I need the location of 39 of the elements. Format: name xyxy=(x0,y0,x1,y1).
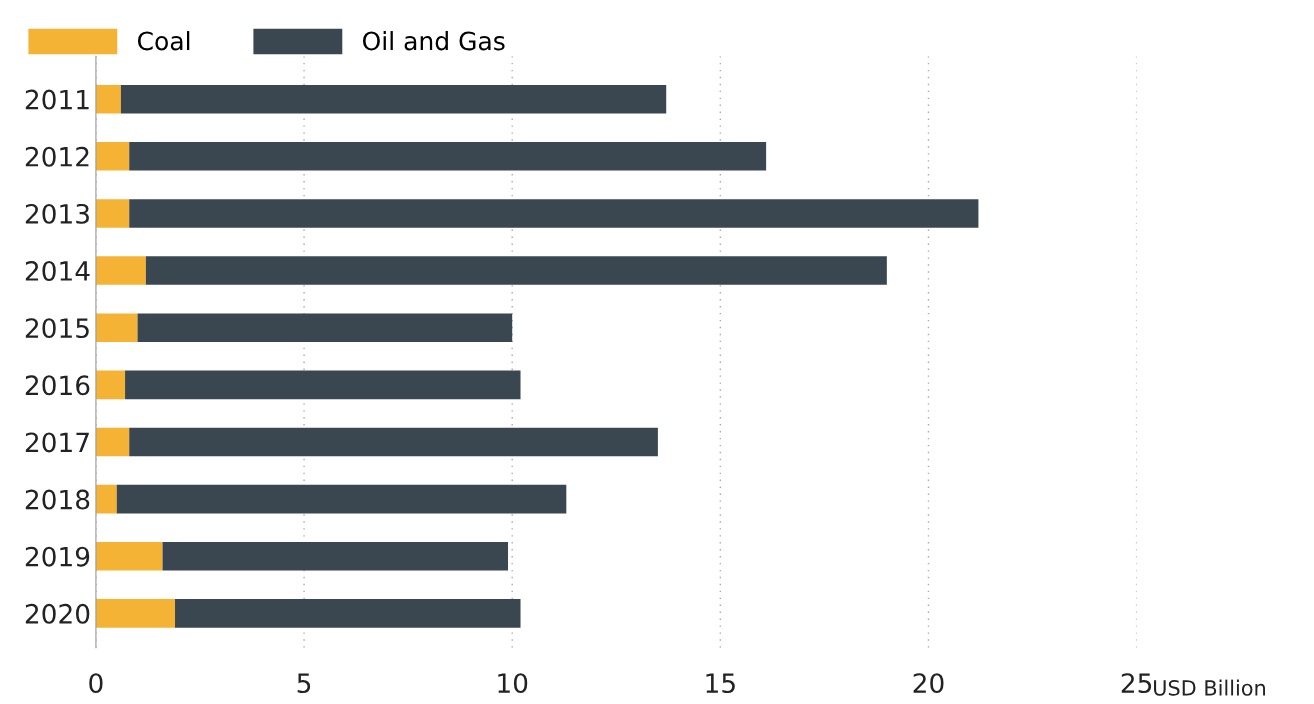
bar xyxy=(175,599,521,628)
x-tick-label: 20 xyxy=(913,673,944,694)
bar xyxy=(137,313,513,342)
bar xyxy=(95,541,163,571)
bar xyxy=(129,199,979,228)
legend-label: Coal xyxy=(137,31,190,51)
bar xyxy=(129,427,658,457)
legend-label: Oil and Gas xyxy=(362,31,505,51)
bar xyxy=(125,370,521,400)
bar xyxy=(95,370,126,400)
x-tick-label: 25 xyxy=(1121,673,1152,694)
bar xyxy=(95,142,130,171)
x-tick-label: 5 xyxy=(297,673,311,694)
y-tick-label: 2012 xyxy=(25,146,89,167)
y-tick-label: 2017 xyxy=(25,432,89,453)
bar xyxy=(95,256,146,285)
bar xyxy=(95,199,130,228)
y-tick-label: 2014 xyxy=(25,261,90,281)
y-tick-label: 2013 xyxy=(25,203,89,224)
x-tick-label: 15 xyxy=(706,673,735,694)
bar xyxy=(129,142,767,171)
bar xyxy=(145,256,887,285)
y-tick-label: 2020 xyxy=(25,603,90,624)
y-tick-label: 2016 xyxy=(25,375,90,396)
bar xyxy=(95,84,121,114)
y-tick-label: 2018 xyxy=(25,489,90,510)
x-axis-title: USD Billion xyxy=(1154,679,1265,696)
bar xyxy=(95,313,138,342)
bar xyxy=(95,599,176,628)
x-tick-label: 0 xyxy=(89,673,103,694)
bar xyxy=(162,541,509,571)
bar xyxy=(95,427,130,457)
x-tick-label: 10 xyxy=(498,673,528,694)
bar xyxy=(95,484,117,514)
y-tick-label: 2011 xyxy=(25,89,89,110)
y-tick-label: 2015 xyxy=(25,318,89,339)
bar xyxy=(120,84,667,114)
bar xyxy=(116,484,567,514)
y-tick-label: 2019 xyxy=(25,546,90,567)
